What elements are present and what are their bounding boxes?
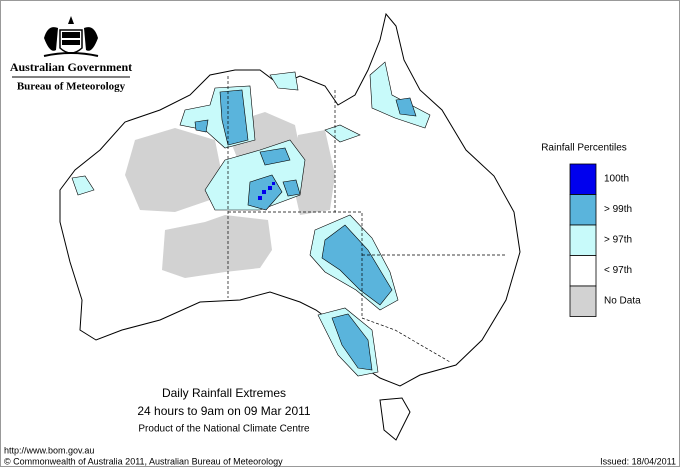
url: http://www.bom.gov.au: [4, 445, 94, 455]
100th: [258, 182, 275, 200]
legend: 100th > 99th > 97th < 97th No Data: [569, 163, 641, 317]
legend-swatch: [569, 163, 597, 195]
tasmania: [379, 397, 411, 441]
crest: [43, 16, 99, 57]
caption-title: Daily Rainfall Extremes: [162, 386, 286, 400]
caption-period: 24 hours to 9am on 09 Mar 2011: [137, 404, 311, 418]
legend-label: > 97th: [604, 235, 632, 246]
legend-label: 100th: [604, 174, 629, 185]
legend-swatch: [569, 285, 597, 317]
copyright: © Commonwealth of Australia 2011, Austra…: [4, 456, 283, 466]
legend-swatch: [569, 255, 597, 287]
issued: Issued: 18/04/2011: [600, 456, 676, 466]
legend-label: < 97th: [604, 265, 632, 276]
agency: Australian Government: [10, 60, 132, 74]
legend-swatch: [569, 224, 597, 256]
state-borders: [227, 76, 505, 363]
map: [59, 12, 521, 441]
legend-swatch: [569, 194, 597, 226]
caption-product: Product of the National Climate Centre: [138, 424, 310, 435]
legend-label: No Data: [604, 296, 641, 307]
bureau: Bureau of Meteorology: [17, 81, 126, 93]
legend-title: Rainfall Percentiles: [541, 143, 627, 154]
legend-label: > 99th: [604, 204, 632, 215]
